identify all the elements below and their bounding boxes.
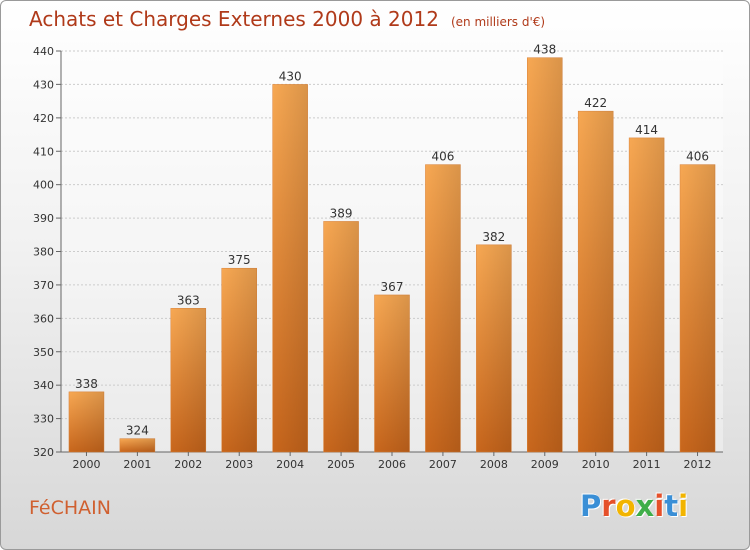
y-tick-label: 440 <box>33 45 54 58</box>
y-tick-label: 340 <box>33 379 54 392</box>
x-tick-label: 2006 <box>378 458 406 471</box>
bar-value-label: 406 <box>431 150 454 164</box>
y-tick-label: 320 <box>33 446 54 459</box>
x-tick-label: 2003 <box>225 458 253 471</box>
bar-value-label: 414 <box>635 123 658 137</box>
logo-letter: x <box>635 489 655 523</box>
bar-value-label: 338 <box>75 377 98 391</box>
y-tick-label: 360 <box>33 312 54 325</box>
bar-shade <box>323 221 359 452</box>
y-tick-label: 400 <box>33 179 54 192</box>
x-tick-label: 2007 <box>429 458 457 471</box>
chart-title-block: Achats et Charges Externes 2000 à 2012 (e… <box>29 7 545 31</box>
bar-value-label: 324 <box>126 424 149 438</box>
bar-shade <box>272 84 308 453</box>
y-tick-label: 380 <box>33 246 54 259</box>
bar-shade <box>578 111 614 453</box>
bar-value-label: 430 <box>279 69 302 83</box>
bar-value-label: 389 <box>330 206 353 220</box>
y-tick-label: 390 <box>33 212 54 225</box>
logo-letter: t <box>664 489 679 523</box>
x-tick-label: 2000 <box>72 458 100 471</box>
y-tick-label: 410 <box>33 145 54 158</box>
bar-shade <box>527 57 563 452</box>
bar-value-label: 367 <box>381 280 404 294</box>
bar-value-label: 438 <box>533 43 556 57</box>
place-name: FéCHAIN <box>29 497 111 519</box>
bar-shade <box>119 438 155 452</box>
y-tick-label: 350 <box>33 346 54 359</box>
y-tick-label: 330 <box>33 413 54 426</box>
bar-value-label: 375 <box>228 253 251 267</box>
bar-value-label: 363 <box>177 293 200 307</box>
x-tick-label: 2012 <box>684 458 712 471</box>
x-tick-label: 2004 <box>276 458 304 471</box>
x-tick-label: 2010 <box>582 458 610 471</box>
bar-shade <box>425 164 461 452</box>
logo-letter: i <box>654 489 665 523</box>
bar-shade <box>221 268 257 452</box>
x-tick-label: 2005 <box>327 458 355 471</box>
bar-shade <box>629 137 665 452</box>
logo-letter: r <box>601 489 616 523</box>
x-tick-label: 2009 <box>531 458 559 471</box>
logo-letter: P <box>580 489 602 523</box>
x-tick-label: 2008 <box>480 458 508 471</box>
y-tick-label: 430 <box>33 78 54 91</box>
logo-letter: o <box>615 489 636 523</box>
bar-shade <box>68 391 104 452</box>
bar-value-label: 382 <box>482 230 505 244</box>
bar-value-label: 422 <box>584 96 607 110</box>
logo-letter: i <box>678 489 689 523</box>
y-tick-label: 370 <box>33 279 54 292</box>
x-tick-label: 2002 <box>174 458 202 471</box>
bar-shade <box>170 308 206 452</box>
bar-shade <box>680 164 716 452</box>
bar-value-label: 406 <box>686 150 709 164</box>
x-tick-label: 2001 <box>123 458 151 471</box>
y-tick-label: 420 <box>33 112 54 125</box>
chart-title: Achats et Charges Externes 2000 à 2012 <box>29 7 439 31</box>
x-tick-label: 2011 <box>633 458 661 471</box>
bar-shade <box>476 244 512 452</box>
chart-subtitle: (en milliers d'€) <box>450 15 546 29</box>
proxiti-logo: Proxiti <box>580 489 688 523</box>
bar-shade <box>374 294 410 452</box>
